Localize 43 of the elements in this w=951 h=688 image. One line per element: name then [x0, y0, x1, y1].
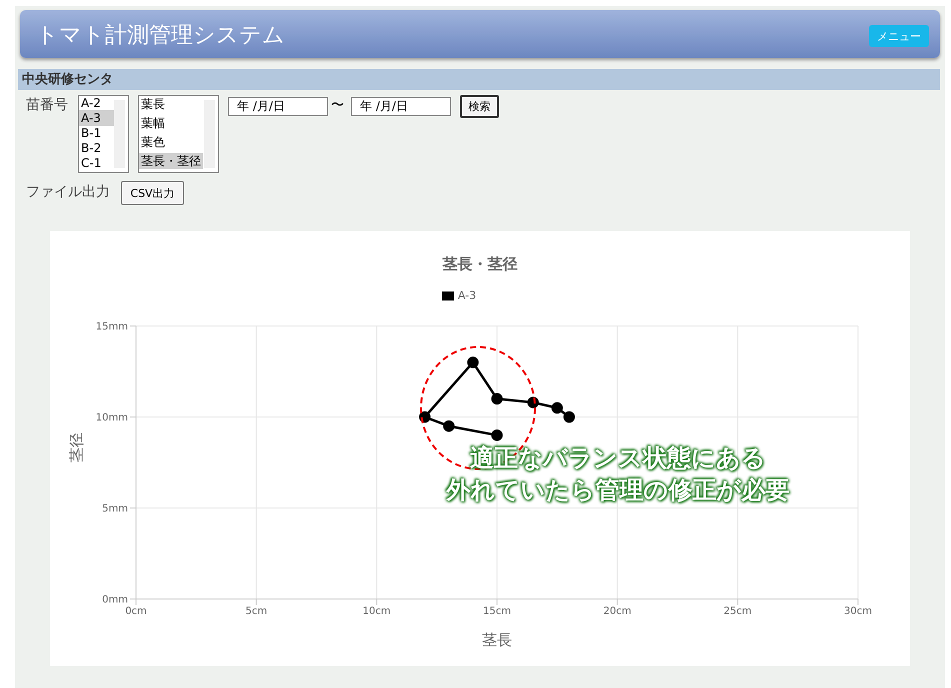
- text: 年 /月/日: [351, 97, 451, 116]
- x-tick-label: 5cm: [246, 606, 268, 618]
- text: 葉幅: [140, 115, 166, 131]
- annotation: 適正なバランス状態にある: [467, 442, 767, 474]
- x-tick-label: 15cm: [483, 606, 511, 618]
- text: B-1: [80, 125, 102, 141]
- annotation: 外れていたら管理の修正が必要: [443, 474, 792, 506]
- point: [419, 411, 431, 423]
- y-tick-label: 10mm: [96, 412, 128, 424]
- point: [491, 429, 503, 441]
- text: 茎長・茎径: [139, 153, 203, 169]
- text: C-1: [80, 155, 102, 171]
- point: [551, 402, 563, 414]
- text: A-2: [80, 95, 102, 111]
- text: A-3: [79, 110, 115, 126]
- chart-title: 茎長・茎径: [441, 255, 518, 274]
- text: 〜: [331, 97, 345, 115]
- point: [563, 411, 575, 423]
- x-tick-label: 30cm: [844, 606, 872, 618]
- x-tick-label: 0cm: [125, 606, 147, 618]
- text: 検索: [460, 95, 499, 118]
- y-axis-title: 茎径: [67, 432, 86, 462]
- text: 中央研修センタ: [18, 69, 940, 90]
- point: [467, 356, 479, 368]
- x-tick-label: 20cm: [603, 606, 632, 618]
- text: トマト計測管理システム: [36, 22, 286, 50]
- text: 年 /月/日: [228, 97, 328, 116]
- text: 苗番号: [26, 96, 69, 114]
- x-tick-label: 25cm: [724, 606, 752, 618]
- x-tick-label: 10cm: [362, 606, 391, 618]
- text: CSV出力: [121, 181, 184, 205]
- text: ファイル出力: [26, 183, 111, 201]
- point: [491, 393, 503, 405]
- y-tick-label: 5mm: [102, 504, 128, 515]
- text: 葉色: [140, 134, 166, 150]
- y-tick-label: 15mm: [96, 322, 128, 333]
- text: メニュー: [869, 25, 929, 47]
- legend-label: A-3: [458, 289, 476, 302]
- point: [443, 420, 455, 432]
- y-tick-label: 0mm: [102, 594, 128, 606]
- text: 葉長: [140, 96, 166, 112]
- x-axis-title: 茎長: [482, 631, 512, 649]
- text: B-2: [80, 140, 102, 156]
